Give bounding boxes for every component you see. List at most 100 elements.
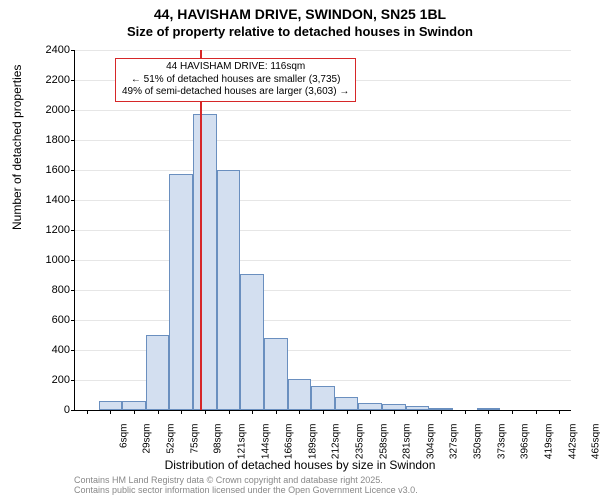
ytick-mark: [71, 170, 75, 171]
xtick-mark: [229, 410, 230, 414]
x-axis-label: Distribution of detached houses by size …: [0, 458, 600, 472]
xtick-mark: [323, 410, 324, 414]
xtick-mark: [134, 410, 135, 414]
xtick-label: 327sqm: [449, 424, 460, 464]
gridline: [75, 170, 571, 171]
xtick-mark: [394, 410, 395, 414]
histogram-bar: [217, 170, 241, 410]
xtick-label: 465sqm: [591, 424, 600, 464]
gridline: [75, 50, 571, 51]
xtick-mark: [417, 410, 418, 414]
xtick-mark: [181, 410, 182, 414]
annotation-box: 44 HAVISHAM DRIVE: 116sqm← 51% of detach…: [115, 58, 356, 102]
annotation-line3: 49% of semi-detached houses are larger (…: [122, 86, 349, 99]
xtick-mark: [299, 410, 300, 414]
histogram-bar: [335, 397, 359, 411]
ytick-mark: [71, 350, 75, 351]
ytick-label: 1400: [20, 194, 70, 206]
xtick-mark: [559, 410, 560, 414]
ytick-mark: [71, 80, 75, 81]
xtick-mark: [110, 410, 111, 414]
ytick-mark: [71, 140, 75, 141]
ytick-label: 2400: [20, 44, 70, 56]
ytick-label: 2000: [20, 104, 70, 116]
gridline: [75, 140, 571, 141]
histogram-bar: [264, 338, 288, 410]
histogram-bar: [311, 386, 335, 410]
figure: 44, HAVISHAM DRIVE, SWINDON, SN25 1BL Si…: [0, 0, 600, 500]
gridline: [75, 260, 571, 261]
marker-line: [200, 50, 202, 410]
xtick-label: 235sqm: [355, 424, 366, 464]
footer-attribution: Contains HM Land Registry data © Crown c…: [74, 476, 418, 496]
ytick-mark: [71, 260, 75, 261]
xtick-label: 52sqm: [166, 424, 177, 464]
ytick-label: 1200: [20, 224, 70, 236]
xtick-mark: [87, 410, 88, 414]
gridline: [75, 200, 571, 201]
xtick-mark: [370, 410, 371, 414]
xtick-label: 75sqm: [189, 424, 200, 464]
xtick-mark: [158, 410, 159, 414]
xtick-mark: [536, 410, 537, 414]
ytick-label: 0: [20, 404, 70, 416]
histogram-bar: [169, 174, 193, 410]
xtick-label: 166sqm: [284, 424, 295, 464]
xtick-label: 212sqm: [331, 424, 342, 464]
ytick-label: 400: [20, 344, 70, 356]
chart-title-line1: 44, HAVISHAM DRIVE, SWINDON, SN25 1BL: [0, 6, 600, 22]
ytick-label: 600: [20, 314, 70, 326]
gridline: [75, 320, 571, 321]
histogram-bar: [288, 379, 312, 411]
gridline: [75, 110, 571, 111]
ytick-mark: [71, 320, 75, 321]
ytick-mark: [71, 230, 75, 231]
ytick-label: 2200: [20, 74, 70, 86]
footer-line2: Contains public sector information licen…: [74, 486, 418, 496]
ytick-mark: [71, 290, 75, 291]
xtick-mark: [347, 410, 348, 414]
annotation-line1: 44 HAVISHAM DRIVE: 116sqm: [122, 61, 349, 74]
xtick-label: 304sqm: [425, 424, 436, 464]
histogram-bar: [240, 274, 264, 411]
ytick-mark: [71, 50, 75, 51]
ytick-mark: [71, 410, 75, 411]
xtick-label: 144sqm: [260, 424, 271, 464]
ytick-label: 1600: [20, 164, 70, 176]
xtick-label: 189sqm: [307, 424, 318, 464]
histogram-bar: [99, 401, 123, 410]
xtick-label: 442sqm: [567, 424, 578, 464]
plot-area: 44 HAVISHAM DRIVE: 116sqm← 51% of detach…: [74, 50, 571, 411]
xtick-label: 281sqm: [402, 424, 413, 464]
ytick-mark: [71, 200, 75, 201]
xtick-label: 373sqm: [496, 424, 507, 464]
chart-title-line2: Size of property relative to detached ho…: [0, 24, 600, 39]
xtick-mark: [276, 410, 277, 414]
xtick-mark: [441, 410, 442, 414]
xtick-label: 6sqm: [118, 424, 129, 464]
gridline: [75, 230, 571, 231]
xtick-mark: [512, 410, 513, 414]
xtick-mark: [252, 410, 253, 414]
ytick-mark: [71, 110, 75, 111]
xtick-label: 121sqm: [236, 424, 247, 464]
xtick-label: 98sqm: [213, 424, 224, 464]
histogram-bar: [193, 114, 217, 410]
annotation-line2: ← 51% of detached houses are smaller (3,…: [122, 74, 349, 87]
histogram-bar: [146, 335, 170, 410]
ytick-label: 200: [20, 374, 70, 386]
gridline: [75, 290, 571, 291]
xtick-label: 396sqm: [520, 424, 531, 464]
xtick-mark: [465, 410, 466, 414]
xtick-mark: [488, 410, 489, 414]
xtick-label: 258sqm: [378, 424, 389, 464]
ytick-label: 800: [20, 284, 70, 296]
ytick-mark: [71, 380, 75, 381]
ytick-label: 1800: [20, 134, 70, 146]
xtick-label: 419sqm: [543, 424, 554, 464]
histogram-bar: [122, 401, 146, 410]
ytick-label: 1000: [20, 254, 70, 266]
xtick-mark: [205, 410, 206, 414]
histogram-bar: [358, 403, 382, 411]
xtick-label: 350sqm: [473, 424, 484, 464]
